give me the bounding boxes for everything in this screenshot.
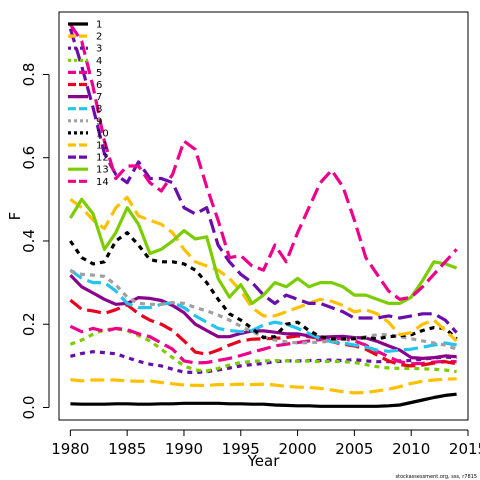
y-tick-label: 0.6 xyxy=(20,146,38,170)
legend-label-12: 12 xyxy=(96,153,109,164)
series-line-14 xyxy=(69,23,458,301)
x-tick-label: 1985 xyxy=(108,440,146,458)
legend-label-13: 13 xyxy=(96,165,109,176)
legend-label-9: 9 xyxy=(96,116,102,127)
series-line-6 xyxy=(69,298,457,368)
legend-label-14: 14 xyxy=(96,177,109,188)
legend-label-10: 10 xyxy=(96,128,109,139)
legend-label-5: 5 xyxy=(96,68,102,79)
series-line-1 xyxy=(70,392,457,408)
legend-label-8: 8 xyxy=(96,104,102,115)
x-tick-label: 1990 xyxy=(165,440,203,458)
series-layer xyxy=(68,23,458,408)
x-tick-label: 2000 xyxy=(278,440,316,458)
x-axis: 1980 1985 1990 1995 2000 2005 2010 2015 xyxy=(51,429,480,458)
y-tick-label: 0.2 xyxy=(20,312,38,336)
series-line-5 xyxy=(69,324,457,366)
y-axis: 0.0 0.2 0.4 0.6 0.8 xyxy=(20,63,50,420)
x-tick-label: 2015 xyxy=(449,440,480,458)
y-tick-label: 0.8 xyxy=(20,63,38,87)
plot-frame xyxy=(58,11,469,421)
y-axis-title: F xyxy=(6,212,24,221)
x-tick-label: 2005 xyxy=(335,440,373,458)
legend-label-6: 6 xyxy=(96,80,102,91)
x-axis-title: Year xyxy=(247,452,281,470)
series-line-11 xyxy=(69,195,458,343)
series-line-8 xyxy=(69,268,457,353)
x-tick-label: 1995 xyxy=(222,440,260,458)
y-tick-label: 0.0 xyxy=(20,396,38,420)
x-tick-label: 1980 xyxy=(51,440,89,458)
legend-label-1: 1 xyxy=(96,20,102,31)
legend-label-7: 7 xyxy=(96,92,102,103)
legend-label-3: 3 xyxy=(96,44,102,55)
legend-label-11: 11 xyxy=(96,141,109,152)
series-line-13 xyxy=(69,197,458,305)
series-line-12 xyxy=(68,28,458,334)
series-line-10 xyxy=(69,231,458,341)
series-line-2 xyxy=(70,377,457,395)
legend-label-4: 4 xyxy=(96,56,102,67)
caption-text: stockassessment.org, sss, r7815 xyxy=(395,474,477,480)
legend-label-2: 2 xyxy=(96,32,102,43)
y-tick-label: 0.4 xyxy=(20,229,38,253)
x-tick-label: 2010 xyxy=(392,440,430,458)
